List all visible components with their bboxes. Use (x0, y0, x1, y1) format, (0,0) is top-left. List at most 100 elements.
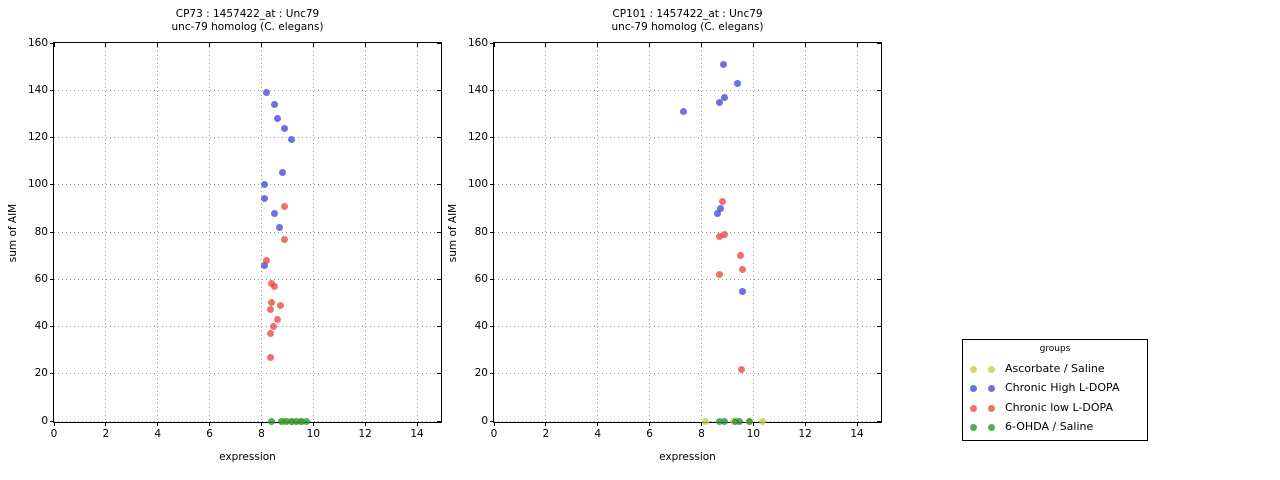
legend-marker-icon (988, 366, 995, 373)
legend-title: groups (1039, 344, 1071, 354)
data-point (739, 287, 747, 295)
y-tick-mark (490, 184, 494, 186)
data-point (302, 417, 310, 425)
data-point (276, 223, 284, 231)
y-tick-mark-right (877, 326, 881, 327)
gridline-vertical (312, 43, 314, 422)
data-point (269, 323, 277, 330)
x-tick-label: 10 (746, 428, 761, 440)
x-tick-mark-top (649, 43, 651, 47)
data-point (273, 115, 281, 123)
data-point (270, 100, 278, 108)
data-point (267, 353, 275, 361)
gridline-horizontal (54, 184, 441, 186)
legend-item-label: Ascorbate / Saline (1005, 362, 1105, 375)
y-tick-mark (50, 184, 54, 186)
x-tick-mark-top (804, 43, 806, 47)
legend-item-label: Chronic High L-DOPA (1005, 381, 1120, 395)
gridline-horizontal (54, 231, 441, 233)
data-point (701, 417, 709, 425)
plot-cp73-axes: 0 2 4 6 8 10 12 14 0 20 40 60 80 100 120 140 160 (28, 37, 442, 440)
y-tick-label: 160 (467, 36, 488, 49)
x-tick-mark-top (209, 43, 211, 47)
gridline-vertical (209, 43, 211, 422)
x-tick-mark (545, 422, 547, 426)
gridline-horizontal (54, 137, 441, 138)
data-point (716, 204, 724, 212)
data-point (734, 79, 742, 87)
y-tick-mark-right (437, 231, 441, 233)
y-tick-label: 80 (34, 225, 48, 238)
x-tick-mark (364, 422, 366, 426)
x-tick-mark (804, 422, 806, 426)
data-point (739, 266, 747, 274)
y-tick-mark (50, 42, 54, 44)
data-point (277, 417, 285, 425)
legend-item: 6-OHDA / Saline (963, 418, 1147, 437)
data-point (278, 169, 286, 177)
gridline-vertical (752, 43, 754, 422)
data-point (288, 417, 296, 425)
x-tick-label: 0 (50, 428, 58, 440)
y-tick-mark (490, 420, 494, 422)
data-point (716, 271, 724, 279)
gridline-vertical (804, 43, 806, 422)
x-tick-mark (53, 422, 55, 426)
y-tick-label: 60 (474, 272, 488, 285)
plot-cp101-axes: 0 2 4 6 8 10 12 14 0 20 40 60 80 100 120 140 160 (468, 37, 882, 440)
data-point (267, 306, 275, 314)
x-tick-label: 2 (102, 428, 110, 440)
legend-marker-icon (988, 385, 995, 393)
x-tick-label: 6 (646, 428, 653, 440)
legend-marker-icon (988, 423, 995, 431)
legend-item: Ascorbate / Saline (963, 360, 1147, 379)
x-tick-mark (209, 422, 211, 426)
x-tick-mark (649, 422, 651, 426)
x-tick-mark-top (416, 43, 418, 47)
y-tick-label: 140 (27, 83, 48, 96)
data-point (267, 299, 275, 307)
x-tick-label: 8 (258, 428, 265, 440)
data-point (270, 282, 278, 290)
y-tick-label: 160 (27, 36, 48, 49)
y-tick-label: 80 (474, 225, 488, 238)
plot2-subtitle: unc-79 homolog (C. elegans) (611, 21, 764, 33)
data-point (736, 252, 744, 260)
y-tick-mark (50, 420, 54, 422)
data-point (716, 417, 724, 425)
data-point (721, 230, 729, 238)
gridline-horizontal (54, 278, 441, 280)
data-point (292, 417, 300, 425)
plot2-title: CP101 : 1457422_at : Unc79 (612, 8, 763, 20)
data-point (720, 60, 727, 68)
x-tick-mark-top (752, 43, 754, 47)
x-tick-mark-top (105, 43, 107, 47)
x-tick-mark-top (856, 43, 858, 47)
data-point (721, 417, 729, 425)
legend-marker-icon (970, 423, 977, 431)
legend-item: Chronic High L-DOPA (963, 379, 1147, 398)
y-tick-label: 100 (27, 178, 48, 191)
y-tick-mark (50, 137, 54, 138)
data-point (260, 195, 268, 203)
data-point (281, 202, 289, 210)
legend-item-label: Chronic low L-DOPA (1005, 400, 1114, 414)
gridline-horizontal (494, 137, 881, 138)
y-tick-label: 20 (474, 367, 488, 380)
y-tick-mark-right (877, 420, 881, 422)
x-tick-mark-top (545, 43, 547, 47)
gridline-vertical (545, 43, 547, 422)
gridline-vertical (260, 43, 262, 422)
x-tick-mark (597, 422, 599, 426)
y-tick-mark (490, 137, 494, 138)
data-point (268, 417, 276, 425)
x-tick-mark-top (157, 43, 159, 47)
legend-marker-icon (988, 404, 995, 412)
y-tick-mark (490, 42, 494, 44)
y-tick-mark-right (437, 326, 441, 327)
x-tick-mark-top (312, 43, 314, 47)
data-point (735, 417, 743, 425)
legend-marker-icon (970, 404, 977, 412)
y-tick-mark-right (437, 184, 441, 186)
data-point (731, 417, 739, 425)
